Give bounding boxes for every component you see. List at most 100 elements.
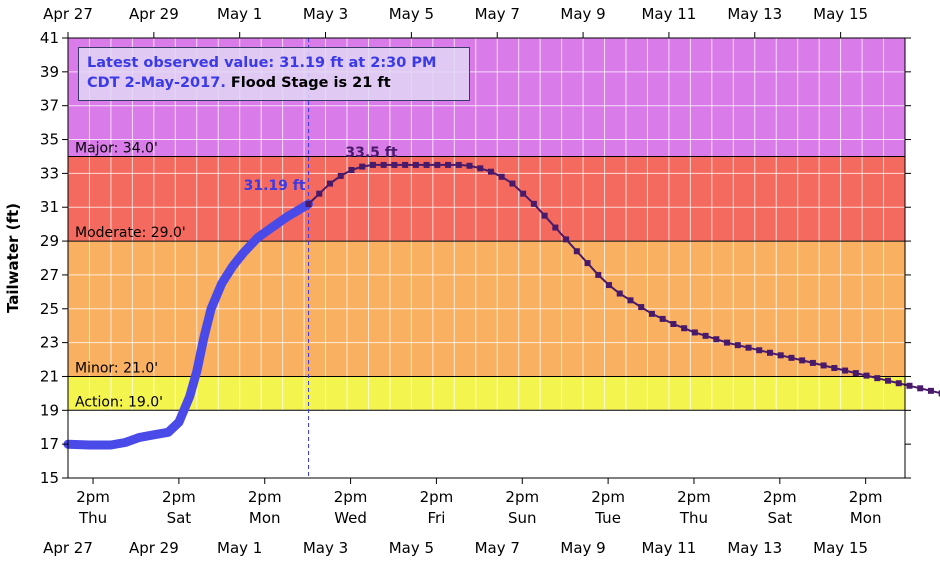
forecast-point-28	[606, 282, 613, 289]
forecast-point-41	[745, 344, 752, 351]
bottom-day-label-3: Wed	[334, 509, 367, 527]
forecast-point-53	[874, 375, 881, 382]
bottom-date-label-8: May 13	[727, 539, 782, 557]
top-date-label-0: Apr 27	[43, 5, 93, 23]
forecast-point-51	[852, 370, 859, 377]
bottom-time-label-5: 2pm	[505, 488, 539, 506]
forecast-point-6	[369, 161, 376, 168]
forecast-point-22	[541, 212, 548, 219]
forecast-point-15	[466, 162, 473, 169]
forecast-point-0	[305, 201, 312, 208]
forecast-point-52	[863, 372, 870, 379]
forecast-point-16	[477, 165, 484, 172]
threshold-label-0: Major: 34.0'	[75, 140, 158, 156]
y-tick-label-7: 29	[40, 232, 59, 250]
forecast-point-9	[402, 161, 409, 168]
forecast-point-55	[895, 380, 902, 387]
forecast-point-31	[638, 304, 645, 311]
forecast-point-12	[434, 161, 441, 168]
forecast-point-47	[809, 359, 816, 366]
forecast-point-48	[820, 362, 827, 369]
forecast-point-11	[423, 161, 430, 168]
plot-border	[67, 37, 906, 479]
forecast-point-13	[445, 161, 452, 168]
flood-category-bands	[68, 38, 905, 478]
threshold-label-2: Minor: 21.0'	[75, 360, 158, 376]
bottom-time-label-3: 2pm	[334, 488, 368, 506]
forecast-point-18	[498, 173, 505, 180]
forecast-point-3	[337, 172, 344, 179]
forecast-point-50	[842, 367, 849, 374]
forecast-point-14	[455, 161, 462, 168]
bottom-time-label-1: 2pm	[162, 488, 196, 506]
bottom-time-label-8: 2pm	[763, 488, 797, 506]
forecast-point-39	[724, 339, 731, 346]
forecast-point-29	[616, 290, 623, 297]
bottom-date-label-3: May 3	[303, 539, 348, 557]
top-date-label-1: Apr 29	[129, 5, 179, 23]
plot-frame	[67, 37, 906, 479]
bottom-day-label-1: Sat	[167, 509, 192, 527]
forecast-point-10	[412, 161, 419, 168]
forecast-point-46	[799, 357, 806, 364]
top-date-label-3: May 3	[303, 5, 348, 23]
note-line-2-flood-stage: Flood Stage is 21 ft	[225, 75, 391, 91]
top-date-label-2: May 1	[217, 5, 262, 23]
bottom-time-label-9: 2pm	[849, 488, 883, 506]
forecast-crest-label: 33.5 ft	[345, 145, 398, 161]
top-date-label-8: May 13	[727, 5, 782, 23]
forecast-point-40	[734, 342, 741, 349]
forecast-point-58	[927, 387, 934, 394]
threshold-label-3: Action: 19.0'	[75, 394, 163, 410]
y-tick-label-3: 21	[40, 367, 59, 385]
bottom-day-label-7: Thu	[679, 509, 708, 527]
y-tick-label-0: 15	[40, 469, 59, 487]
forecast-point-33	[659, 315, 666, 322]
forecast-point-23	[552, 224, 559, 231]
observed-series-line	[63, 199, 313, 450]
threshold-label-1: Moderate: 29.0'	[75, 225, 186, 241]
latest-observation-note: Latest observed value: 31.19 ft at 2:30 …	[78, 47, 470, 101]
forecast-point-25	[573, 248, 580, 255]
forecast-point-19	[509, 180, 516, 187]
forecast-point-20	[520, 190, 527, 197]
top-date-label-7: May 11	[641, 5, 696, 23]
flood-band-3	[68, 376, 905, 411]
flood-threshold-lines: Major: 34.0' Moderate: 29.0' Minor: 21.0' A…	[68, 140, 905, 411]
y-tick-label-8: 31	[40, 198, 59, 216]
bottom-date-label-6: May 9	[560, 539, 605, 557]
forecast-point-26	[584, 260, 591, 267]
bottom-date-label-9: May 15	[813, 539, 868, 557]
flood-band-1	[68, 156, 905, 242]
y-axis-label: Tailwater (ft)	[4, 203, 22, 313]
bottom-time-label-7: 2pm	[677, 488, 711, 506]
forecast-point-1	[316, 190, 323, 197]
top-date-label-4: May 5	[389, 5, 434, 23]
bottom-day-label-6: Tue	[594, 509, 621, 527]
note-line-2-date: CDT 2-May-2017.	[87, 75, 226, 91]
bottom-day-label-9: Mon	[850, 509, 882, 527]
bottom-day-label-2: Mon	[249, 509, 281, 527]
bottom-time-label-4: 2pm	[420, 488, 454, 506]
forecast-point-42	[756, 347, 763, 354]
y-tick-label-4: 23	[40, 334, 59, 352]
chart-series: 31.19 ft 33.5 ft	[63, 38, 940, 478]
forecast-point-56	[906, 382, 913, 389]
note-line-1: Latest observed value: 31.19 ft at 2:30 …	[87, 55, 437, 71]
y-tick-label-13: 41	[40, 29, 59, 47]
forecast-point-43	[766, 349, 773, 356]
forecast-point-38	[713, 336, 720, 343]
bottom-date-label-4: May 5	[389, 539, 434, 557]
forecast-point-57	[917, 385, 924, 392]
forecast-point-45	[788, 354, 795, 361]
forecast-point-21	[530, 200, 537, 207]
y-tick-label-9: 33	[40, 164, 59, 182]
bottom-time-label-6: 2pm	[591, 488, 625, 506]
y-tick-label-10: 35	[40, 131, 59, 149]
forecast-point-36	[691, 329, 698, 336]
forecast-point-32	[648, 310, 655, 317]
bottom-day-label-0: Thu	[78, 509, 107, 527]
bottom-date-label-0: Apr 27	[43, 539, 93, 557]
forecast-point-4	[348, 167, 355, 173]
